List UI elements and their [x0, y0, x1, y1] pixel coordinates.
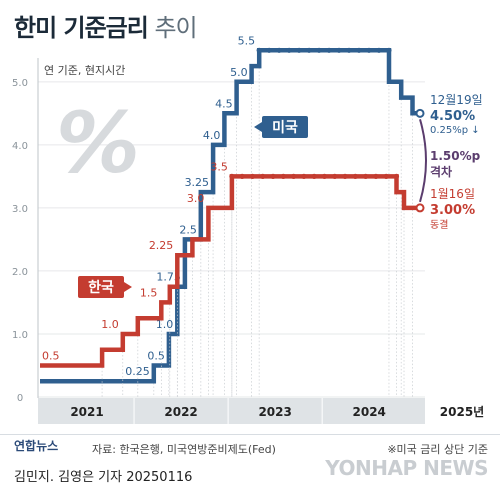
plateau-dot [270, 173, 276, 179]
x-axis-band [38, 398, 425, 424]
plateau-dot [383, 173, 389, 179]
value-label: 3.5 [210, 160, 228, 173]
plateau-dot [239, 173, 245, 179]
korea-tag-pointer [124, 282, 132, 292]
end-marker [415, 203, 425, 213]
percent-symbol: % [56, 94, 140, 192]
us-end-value: 4.50% [430, 109, 475, 124]
y-tick-label: 0 [17, 393, 23, 404]
value-label: 2.25 [149, 239, 174, 252]
yonhap-logo: 연합뉴스 [14, 439, 59, 453]
gap-label-2: 격차 [430, 164, 452, 179]
value-label: 0.5 [147, 349, 165, 362]
y-tick-label: 1.0 [12, 330, 28, 341]
us-tag [262, 116, 308, 138]
us-end-date: 12월19일 [430, 93, 483, 107]
x-tick-label: 2024 [353, 405, 386, 419]
x-axis-band-2025 [425, 398, 500, 424]
value-label: 3.25 [185, 176, 210, 189]
y-tick-label: 4.0 [12, 141, 28, 152]
plateau-dot [249, 173, 256, 179]
plateau-dot [332, 173, 338, 179]
us-tag-pointer [254, 122, 262, 132]
korea-end-date: 1월16일 [430, 187, 475, 201]
x-tick-label: 2023 [258, 405, 291, 419]
us-end-note: 0.25%p ↓ [430, 125, 480, 136]
y-tick-label: 5.0 [12, 78, 28, 89]
us-tag-label: 미국 [272, 120, 298, 136]
plateau-dot [280, 173, 286, 179]
plateau-dot [266, 47, 272, 53]
value-label: 0.5 [42, 349, 60, 362]
plateau-dot [321, 173, 328, 179]
x-tick-label: 2022 [164, 405, 197, 419]
plateau-dot [291, 173, 297, 179]
plateau-dot [311, 173, 317, 179]
end-marker [415, 108, 425, 118]
source-text: 자료: 한국은행, 미국연방준비제도(Fed) [92, 443, 276, 456]
page-title: 한미 기준금리 추이 [14, 8, 198, 43]
plateau-dot [373, 173, 379, 179]
chart-subtitle: 연 기준, 현지시간 [44, 64, 126, 77]
plateau-dot [386, 47, 392, 53]
watermark: YONHAP NEWS [325, 456, 488, 480]
x-tick-label: 2025년 [440, 405, 484, 419]
plateau-dot [342, 173, 348, 179]
title-main: 한미 기준금리 [14, 14, 149, 42]
plateau-dot [256, 47, 262, 53]
value-label: 2.5 [179, 223, 197, 236]
plateau-dot [346, 47, 352, 53]
plateau-dot [366, 47, 372, 53]
plateau-dot [326, 47, 332, 53]
y-tick-label: 3.0 [12, 204, 28, 215]
plateau-dot [286, 47, 292, 53]
title-suffix: 추이 [147, 14, 197, 42]
plateau-dot [363, 173, 369, 179]
value-label: 3.0 [187, 192, 205, 205]
value-label: 1.5 [140, 286, 158, 299]
korea-end-note: 동결 [430, 219, 448, 231]
korea-tag [78, 276, 124, 298]
footer-divider [0, 434, 500, 435]
korea-end-value: 3.00% [430, 203, 475, 218]
x-tick-label: 2021 [70, 405, 103, 419]
value-label: 4.5 [215, 97, 233, 110]
korea-tag-label: 한국 [88, 280, 114, 296]
plateau-dot [296, 47, 302, 53]
value-label: 1.0 [101, 318, 119, 331]
gap-bracket [419, 119, 427, 203]
plateau-dot [229, 173, 235, 179]
plateau-dot [393, 173, 400, 179]
note-text: ※미국 금리 상단 기준 [387, 443, 488, 456]
plateau-dot [352, 173, 358, 179]
gap-label: 1.50%p [430, 149, 481, 163]
value-label: 1.0 [156, 318, 174, 331]
y-tick-label: 2.0 [12, 267, 28, 278]
value-label: 5.5 [238, 34, 256, 47]
series-line-us [40, 48, 420, 384]
plateau-dot [306, 47, 312, 53]
plateau-dot [260, 173, 266, 179]
plateau-dot [376, 47, 382, 53]
plateau-dot [356, 47, 362, 53]
plateau-dot [276, 47, 282, 53]
value-label: 1.75 [156, 271, 181, 284]
plateau-dot [336, 47, 342, 53]
value-label: 4.0 [203, 129, 221, 142]
value-label: 5.0 [230, 66, 248, 79]
plateau-dot [316, 47, 322, 53]
credit-text: 김민지. 김영은 기자 20250116 [14, 470, 193, 485]
plateau-dot [301, 173, 307, 179]
